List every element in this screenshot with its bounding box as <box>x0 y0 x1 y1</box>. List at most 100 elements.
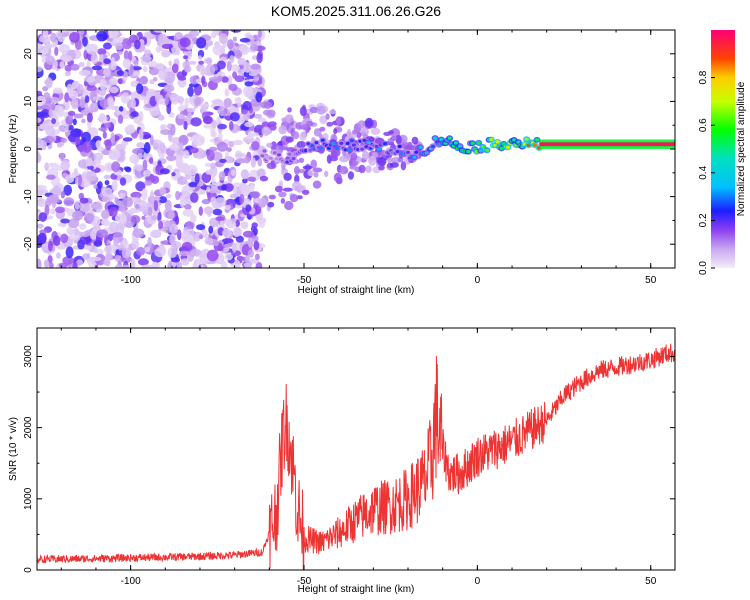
noise-blob <box>251 79 263 85</box>
signal-core <box>512 138 517 142</box>
noise-blob <box>251 222 258 229</box>
noise-blob <box>257 158 263 167</box>
noise-blob <box>285 136 294 143</box>
noise-blob <box>224 88 230 97</box>
noise-blob <box>234 260 241 268</box>
noise-blob <box>223 247 230 252</box>
x-tick-label: 50 <box>645 275 657 286</box>
noise-blob <box>114 197 119 204</box>
noise-blob <box>51 102 56 111</box>
noise-blob <box>179 110 190 116</box>
noise-blob <box>58 262 69 268</box>
signal-core <box>433 136 438 140</box>
noise-blob <box>201 229 208 239</box>
noise-blob <box>203 206 214 215</box>
noise-blob <box>232 36 237 42</box>
noise-blob <box>232 71 238 79</box>
noise-blob <box>103 67 111 77</box>
noise-blob <box>64 71 71 77</box>
noise-blob <box>247 249 254 258</box>
noise-blob <box>112 37 124 44</box>
noise-blob <box>223 97 232 109</box>
noise-blob <box>51 118 56 125</box>
noise-blob <box>103 122 112 129</box>
noise-blob <box>142 134 152 139</box>
noise-blob <box>190 192 199 204</box>
noise-blob <box>357 120 366 129</box>
noise-blob <box>141 188 148 201</box>
snr-series-line <box>37 343 675 570</box>
noise-blob <box>326 121 334 127</box>
colorbar-tick-label: 0.8 <box>698 70 709 84</box>
noise-blob <box>116 70 124 76</box>
noise-blob <box>93 184 98 190</box>
noise-blob <box>122 137 133 142</box>
noise-blob <box>212 30 217 37</box>
noise-blob <box>164 220 172 228</box>
noise-blob <box>82 253 90 260</box>
noise-blob <box>184 65 192 73</box>
noise-blob <box>109 63 117 71</box>
noise-blob <box>301 123 309 131</box>
noise-blob <box>150 215 158 221</box>
noise-blob <box>310 159 318 169</box>
noise-blob <box>404 144 415 150</box>
noise-blob <box>151 261 159 268</box>
noise-blob <box>152 142 160 151</box>
signal-core <box>318 146 323 150</box>
noise-blob <box>333 128 338 135</box>
noise-blob <box>64 64 72 72</box>
noise-blob <box>122 264 130 268</box>
noise-blob <box>38 212 48 222</box>
noise-blob <box>182 150 190 159</box>
signal-core <box>339 141 344 145</box>
y-tick-label: 10 <box>23 95 34 107</box>
noise-blob <box>125 167 132 173</box>
noise-blob <box>319 126 326 132</box>
noise-blob <box>339 166 349 175</box>
noise-blob <box>118 106 124 112</box>
noise-blob <box>240 108 248 115</box>
noise-blob <box>105 252 111 263</box>
noise-blob <box>167 246 178 258</box>
noise-blob <box>60 218 70 224</box>
noise-blob <box>193 138 205 146</box>
noise-blob <box>292 131 300 140</box>
noise-blob <box>96 229 109 239</box>
noise-blob <box>66 227 74 235</box>
noise-blob <box>70 63 80 71</box>
noise-blob <box>109 221 119 233</box>
heatmap-x-axis-label: Height of straight line (km) <box>298 285 415 296</box>
noise-blob <box>368 155 377 166</box>
noise-blob <box>115 42 123 51</box>
signal-core <box>306 142 311 146</box>
noise-blob <box>244 121 254 128</box>
noise-blob <box>230 169 237 176</box>
noise-blob <box>287 107 292 113</box>
noise-blob <box>109 86 119 94</box>
noise-blob <box>203 123 214 129</box>
noise-blob <box>121 38 133 50</box>
noise-blob <box>160 124 168 130</box>
noise-blob <box>56 252 61 259</box>
noise-blob <box>387 156 392 163</box>
signal-core <box>314 141 319 145</box>
noise-blob <box>45 125 56 137</box>
noise-blob <box>175 156 184 167</box>
signal-core <box>476 141 481 145</box>
noise-blob <box>227 39 234 50</box>
noise-blob <box>169 233 176 246</box>
signal-core <box>383 142 388 146</box>
noise-blob <box>171 172 176 177</box>
noise-blob <box>255 261 263 268</box>
noise-blob <box>98 114 108 124</box>
signal-core <box>414 150 419 154</box>
noise-blob <box>89 228 98 240</box>
noise-blob <box>109 207 118 217</box>
noise-blob <box>201 75 206 85</box>
noise-blob <box>135 181 146 192</box>
noise-blob <box>78 174 83 186</box>
noise-blob <box>239 38 251 43</box>
noise-blob <box>266 162 277 170</box>
